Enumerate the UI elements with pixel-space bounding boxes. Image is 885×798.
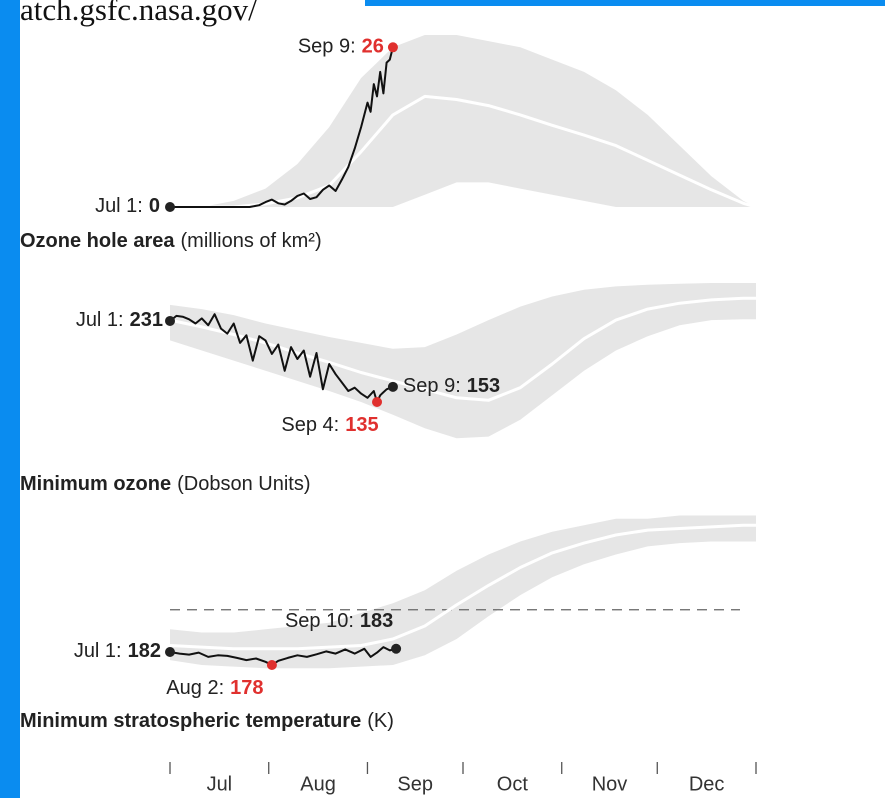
annotation-value: 26 (362, 36, 384, 58)
annotation: Sep 9: 26 (298, 36, 384, 58)
annotation-label: Sep 9: (298, 36, 356, 58)
x-tick-label: Nov (592, 773, 628, 795)
annotation: Aug 2: 178 (166, 677, 263, 699)
annotation-dot (165, 647, 175, 657)
x-tick-label: Dec (689, 773, 725, 795)
current-line (169, 646, 397, 666)
panel-title: Minimum ozone (Dobson Units) (20, 473, 311, 495)
panel-title-main: Ozone hole area (20, 230, 175, 252)
annotation-label: Jul 1: (74, 640, 122, 662)
annotation: Sep 4: 135 (281, 414, 378, 436)
mean-line (170, 94, 757, 209)
range-band (170, 35, 756, 207)
annotation-label: Aug 2: (166, 677, 224, 699)
mean-line (169, 523, 756, 651)
panel-title-main: Minimum stratospheric temperature (20, 710, 361, 732)
annotation-label: Sep 10: (285, 610, 354, 632)
x-tick-label: Sep (397, 773, 433, 795)
annotation-dot (165, 202, 175, 212)
frame-left (0, 0, 20, 798)
annotation-value: 183 (360, 610, 393, 632)
annotation: Jul 1: 0 (95, 195, 160, 217)
annotation-dot (372, 397, 383, 408)
annotation-value: 178 (230, 677, 263, 699)
range-band (170, 283, 756, 439)
annotation-value: 231 (130, 309, 163, 331)
annotation-dot (387, 381, 398, 392)
panel-title-unit: (millions of km²) (181, 230, 322, 252)
annotation-dot (391, 643, 402, 654)
annotation-dot (266, 660, 277, 670)
annotation: Sep 9: 153 (403, 375, 500, 397)
panel-title-main: Minimum ozone (20, 473, 171, 495)
annotation-label: Jul 1: (95, 195, 143, 217)
panel-title-unit: (K) (367, 710, 394, 732)
annotation-value: 135 (345, 414, 378, 436)
mean-line (169, 296, 756, 402)
frame-top (20, 0, 885, 6)
panel-title: Ozone hole area (millions of km²) (20, 230, 322, 252)
url-backdrop (20, 0, 365, 18)
range-band (170, 515, 756, 669)
annotation-value: 0 (149, 195, 160, 217)
annotation: Jul 1: 231 (76, 309, 163, 331)
annotation-label: Sep 9: (403, 375, 461, 397)
annotation-value: 153 (467, 375, 500, 397)
panel-title: Minimum stratospheric temperature (K) (20, 710, 394, 732)
annotation-value: 182 (128, 640, 161, 662)
x-tick-label: Oct (497, 773, 529, 795)
annotation-dot (165, 315, 175, 326)
panel-title-unit: (Dobson Units) (177, 473, 310, 495)
x-tick-label: Jul (207, 773, 233, 795)
current-line (169, 313, 394, 403)
annotation: Sep 10: 183 (285, 610, 393, 632)
annotation-label: Sep 4: (281, 414, 339, 436)
url-text: atch.gsfc.nasa.gov/ (20, 0, 257, 27)
annotation-label: Jul 1: (76, 309, 124, 331)
current-line (170, 47, 394, 208)
x-tick-label: Aug (300, 773, 336, 795)
annotation: Jul 1: 182 (74, 640, 161, 662)
annotation-dot (387, 42, 398, 53)
